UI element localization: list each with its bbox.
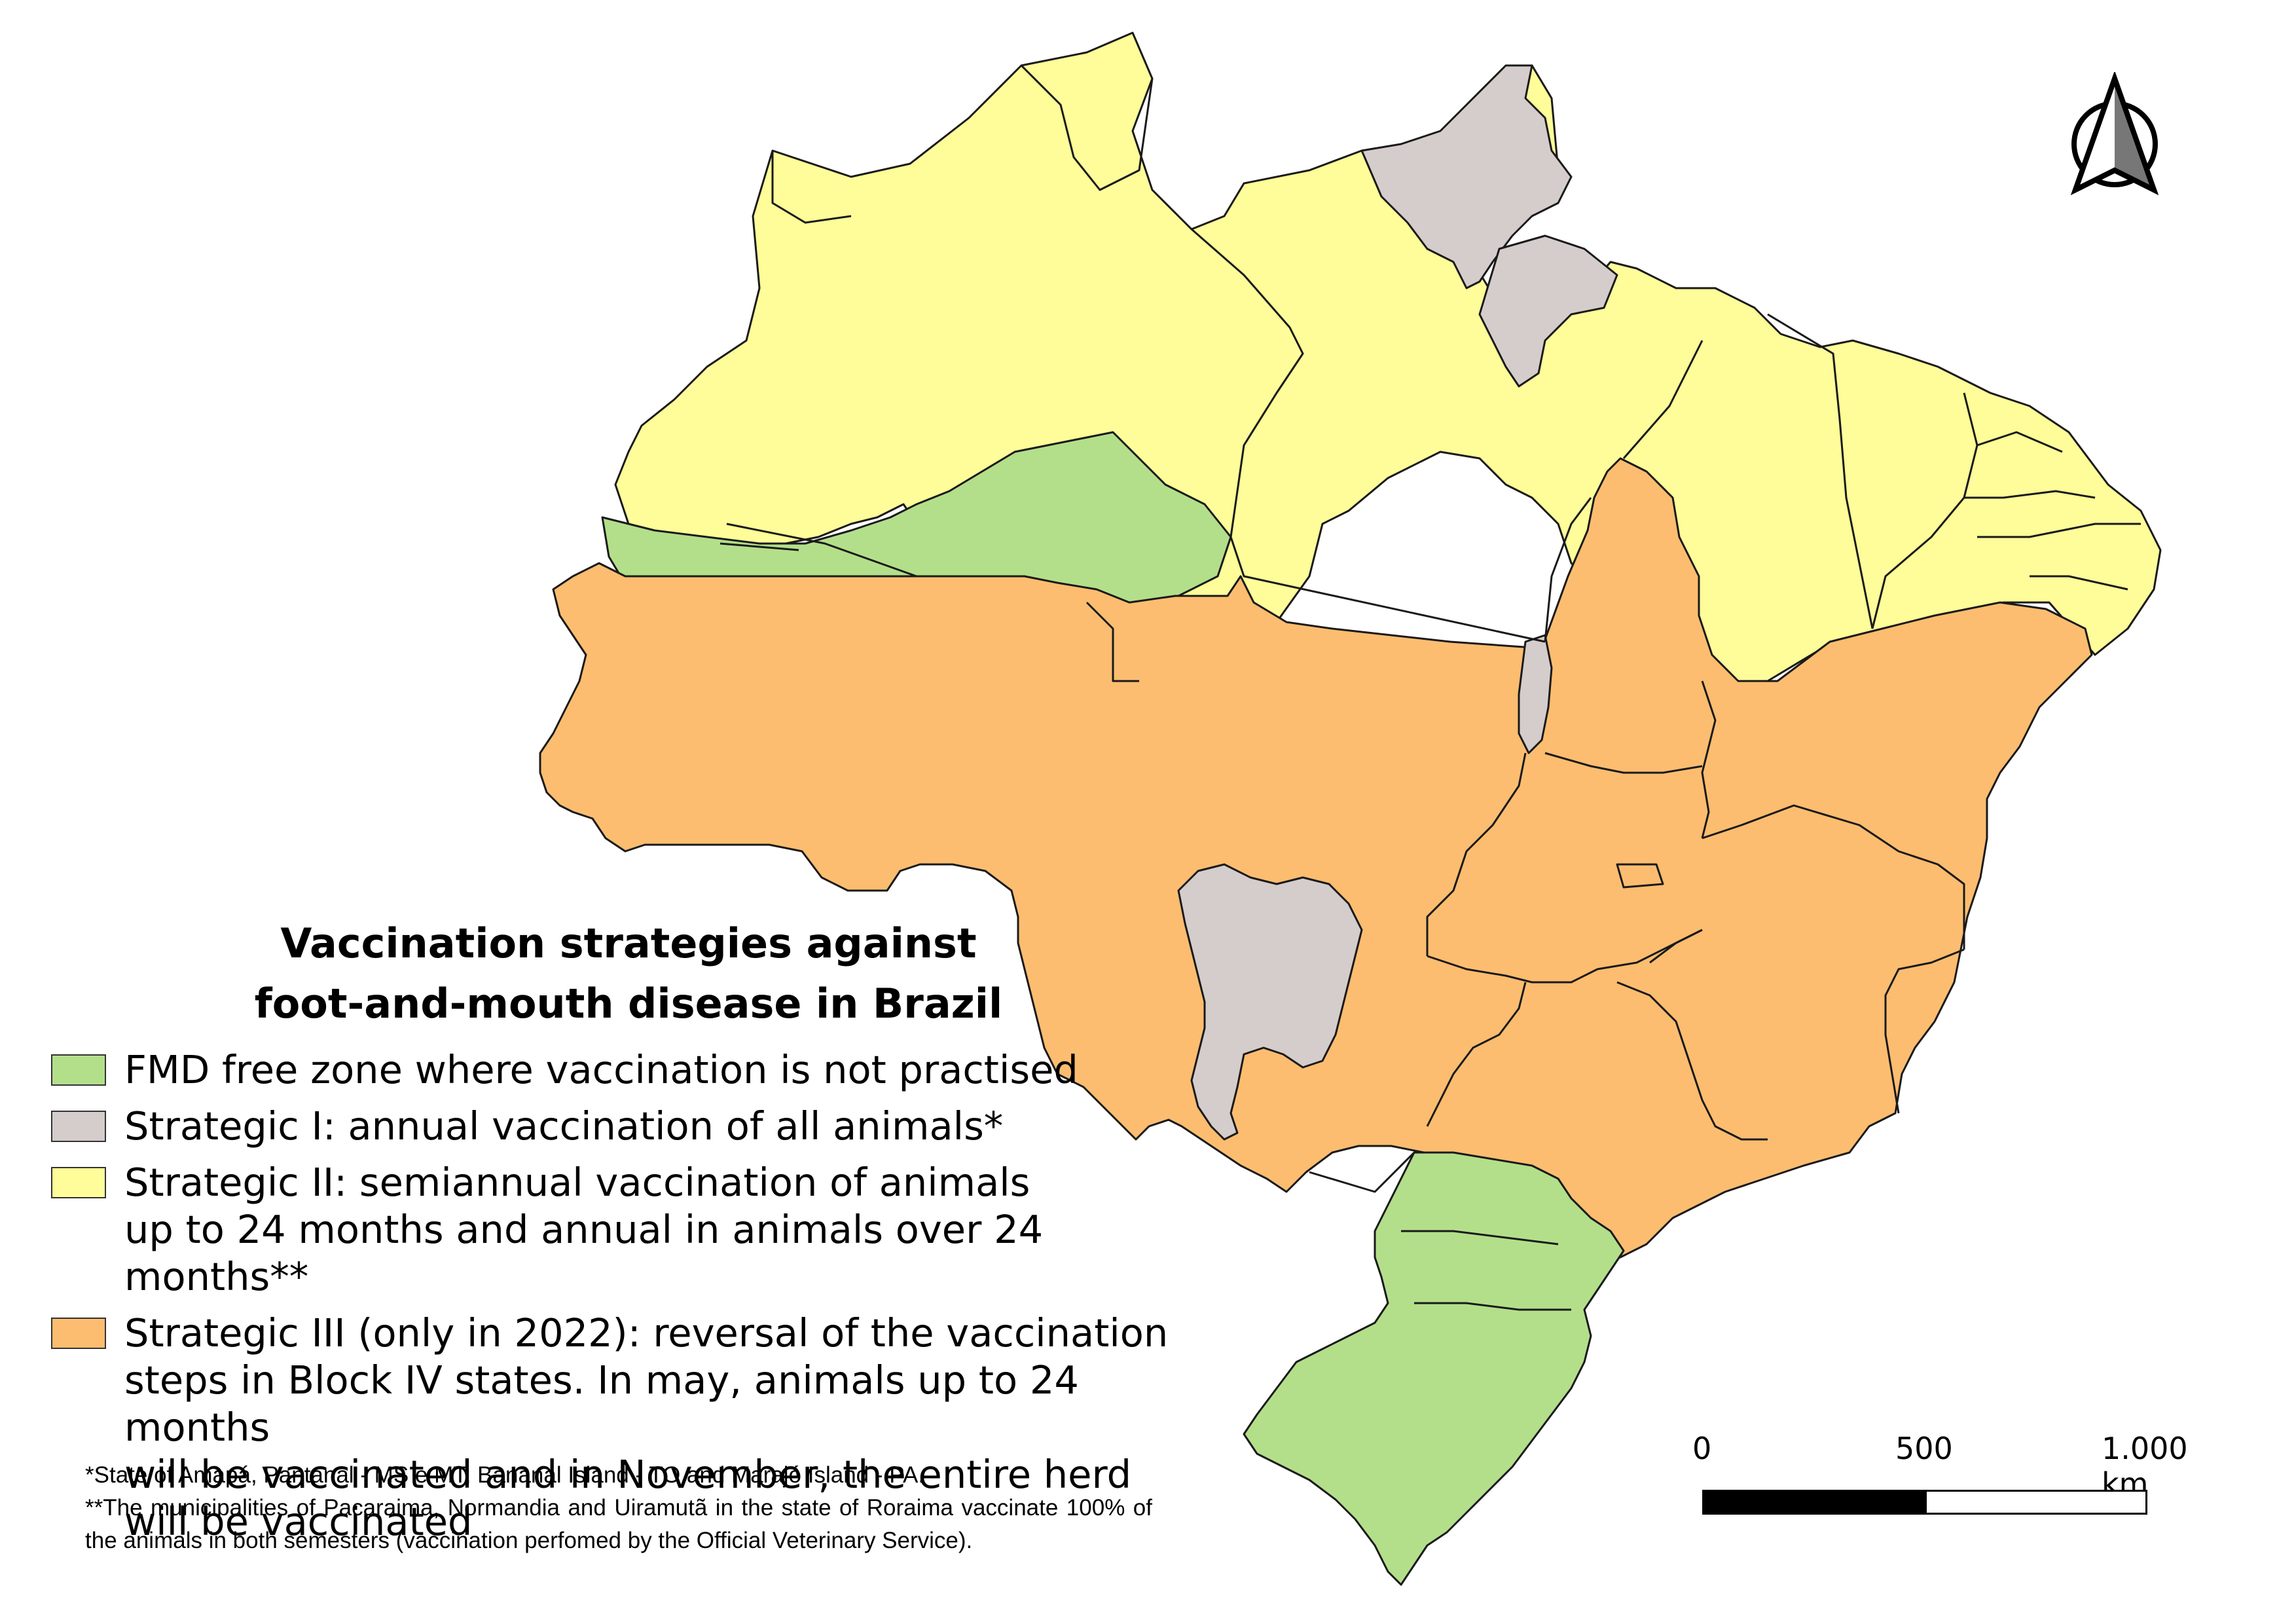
scale-bar-segment-white	[1925, 1490, 2147, 1515]
region-strategic-1-amapa	[1360, 64, 1573, 289]
footnote-1: *State of Amapá, Pantanal - MS e MT, Ban…	[85, 1462, 925, 1488]
north-arrow-icon	[2070, 72, 2159, 196]
region-strategic-1-bananal	[1518, 634, 1553, 754]
scale-label-500: 500	[1895, 1431, 1953, 1466]
legend-label-strategic-2: Strategic II: semiannual vaccination of …	[124, 1160, 1044, 1299]
legend-swatch-free-zone	[51, 1054, 106, 1086]
map-title: Vaccination strategies against foot-and-…	[72, 913, 1185, 1034]
legend-label-strategic-3: Strategic III (only in 2022): reversal o…	[124, 1310, 1169, 1544]
scale-label-1000: 1.000 km	[2102, 1431, 2188, 1502]
map-footnotes: *State of Amapá, Pantanal - MS e MT, Ban…	[85, 1459, 1152, 1557]
region-free-zone-south	[1243, 1151, 1625, 1586]
state-borders	[720, 64, 2141, 1311]
scale-bar-segment-black	[1702, 1490, 1925, 1515]
legend-item-strategic-2: Strategic II: semiannual vaccination of …	[47, 1159, 1199, 1301]
legend-swatch-strategic-1	[51, 1111, 106, 1142]
legend-swatch-strategic-2	[51, 1167, 106, 1198]
map-title-line-1: Vaccination strategies against	[280, 919, 977, 967]
map-legend: FMD free zone where vaccination is not p…	[47, 1046, 1199, 1555]
legend-item-strategic-3: Strategic III (only in 2022): reversal o…	[47, 1310, 1199, 1545]
legend-item-free-zone: FMD free zone where vaccination is not p…	[47, 1046, 1199, 1094]
legend-label-strategic-1: Strategic I: annual vaccination of all a…	[124, 1103, 1004, 1149]
region-strategic-1-marajo	[1478, 234, 1618, 388]
scale-label-0: 0	[1692, 1431, 1712, 1466]
region-strategic-3-center	[539, 457, 2093, 1265]
map-title-line-2: foot-and-mouth disease in Brazil	[254, 980, 1003, 1027]
legend-label-free-zone: FMD free zone where vaccination is not p…	[124, 1047, 1078, 1092]
legend-swatch-strategic-3	[51, 1318, 106, 1349]
scale-bar: 0 500 1.000 km	[1676, 1431, 2226, 1522]
legend-item-strategic-1: Strategic I: annual vaccination of all a…	[47, 1103, 1199, 1150]
region-strategic-1-pantanal	[1177, 863, 1363, 1141]
footnote-2: **The municipalities of Pacaraima, Norma…	[85, 1495, 1152, 1553]
